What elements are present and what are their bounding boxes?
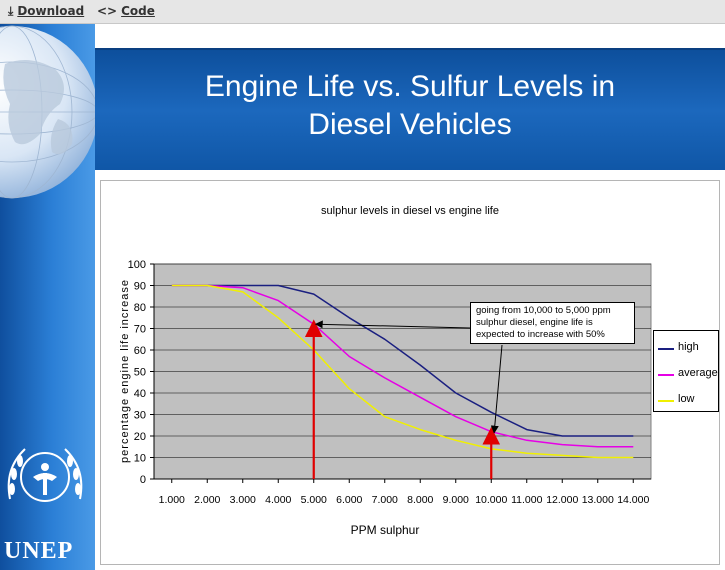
unep-emblem-icon bbox=[7, 448, 83, 502]
legend-label-average: average bbox=[678, 367, 718, 379]
chart-legend: high average low bbox=[653, 330, 719, 412]
x-tick-label: 4.000 bbox=[265, 494, 291, 506]
y-tick-label: 10 bbox=[134, 453, 146, 465]
slide-title-banner: Engine Life vs. Sulfur Levels in Diesel … bbox=[95, 48, 725, 172]
series-line-average bbox=[171, 284, 634, 448]
x-tick-label: 6.000 bbox=[336, 494, 362, 506]
x-tick-label: 3.000 bbox=[230, 494, 256, 506]
x-tick-label: 13.000 bbox=[582, 494, 614, 506]
x-tick-label: 1.000 bbox=[159, 494, 185, 506]
legend-swatch-low bbox=[658, 400, 674, 402]
download-button[interactable]: ⤓ Download bbox=[8, 4, 84, 19]
download-icon: ⤓ bbox=[8, 4, 14, 18]
code-button[interactable]: <> Code bbox=[97, 4, 155, 18]
y-tick-label: 40 bbox=[134, 388, 146, 400]
download-label: Download bbox=[17, 4, 85, 18]
slide-title-line2: Diesel Vehicles bbox=[308, 108, 512, 141]
y-tick-label: 20 bbox=[134, 431, 146, 443]
globe-icon bbox=[0, 25, 95, 199]
y-tick-label: 90 bbox=[134, 281, 146, 293]
slide-sidebar: UNEP bbox=[0, 24, 95, 570]
series-lines bbox=[171, 284, 634, 459]
chart: sulphur levels in diesel vs engine life … bbox=[119, 205, 652, 537]
x-tick-label: 2.000 bbox=[194, 494, 220, 506]
x-tick-label: 8.000 bbox=[407, 494, 433, 506]
legend-swatch-high bbox=[658, 348, 674, 350]
y-axis-ticks: 0 10 20 30 40 50 60 70 80 90 100 bbox=[128, 259, 154, 486]
x-axis-ticks: 1.000 2.000 3.000 4.000 5.000 6.000 7.000 8.000… bbox=[159, 479, 649, 506]
x-tick-label: 7.000 bbox=[372, 494, 398, 506]
y-tick-label: 100 bbox=[128, 259, 146, 271]
chart-title: sulphur levels in diesel vs engine life bbox=[321, 205, 499, 217]
x-tick-label: 5.000 bbox=[301, 494, 327, 506]
y-tick-label: 70 bbox=[134, 324, 146, 336]
y-tick-label: 0 bbox=[140, 474, 146, 486]
slide-top-gap bbox=[95, 24, 725, 48]
code-icon: <> bbox=[97, 4, 118, 18]
callout-arrow bbox=[314, 320, 471, 329]
y-tick-label: 60 bbox=[134, 345, 146, 357]
y-axis-label: percentage engine life increase bbox=[119, 279, 131, 463]
series-line-low bbox=[171, 284, 634, 459]
legend-swatch-average bbox=[658, 374, 674, 376]
callout-arrow bbox=[490, 344, 503, 434]
x-tick-label: 9.000 bbox=[443, 494, 469, 506]
unep-logo-text: UNEP bbox=[4, 538, 74, 564]
x-axis-label: PPM sulphur bbox=[351, 523, 420, 537]
legend-label-low: low bbox=[678, 393, 695, 405]
x-tick-label: 11.000 bbox=[511, 494, 542, 506]
y-tick-label: 30 bbox=[134, 410, 146, 422]
slide-title-line1: Engine Life vs. Sulfur Levels in bbox=[204, 70, 616, 103]
code-label: Code bbox=[121, 4, 155, 18]
x-tick-label: 12.000 bbox=[546, 494, 578, 506]
series-line-high bbox=[171, 284, 634, 437]
gridlines bbox=[153, 263, 651, 480]
x-tick-label: 10.000 bbox=[475, 494, 507, 506]
y-tick-label: 50 bbox=[134, 367, 146, 379]
toolbar: ⤓ Download <> Code bbox=[0, 0, 725, 24]
legend-label-high: high bbox=[678, 341, 699, 353]
x-tick-label: 14.000 bbox=[617, 494, 649, 506]
annotation-arrows bbox=[304, 319, 503, 479]
annotation-callout: going from 10,000 to 5,000 ppm sulphur d… bbox=[470, 302, 635, 344]
slide-title: Engine Life vs. Sulfur Levels in Diesel … bbox=[95, 68, 725, 144]
y-tick-label: 80 bbox=[134, 302, 146, 314]
